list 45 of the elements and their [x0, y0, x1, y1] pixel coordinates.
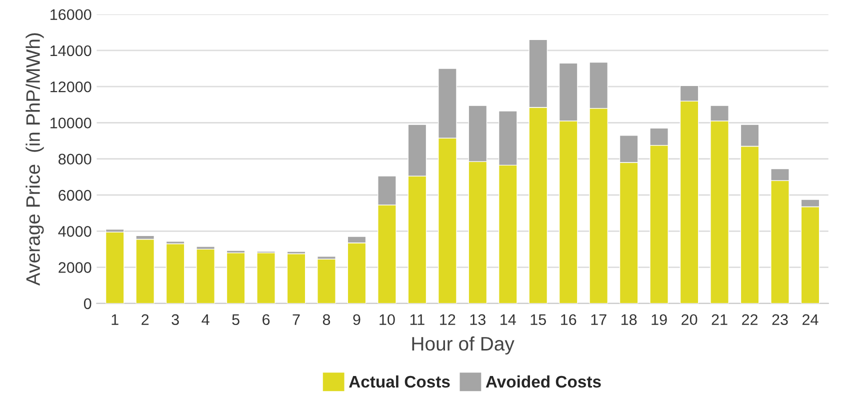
bar [196, 248, 215, 304]
x-tick-label: 24 [802, 314, 818, 325]
x-tick-label: 15 [530, 314, 546, 326]
x-tick-label: 12 [440, 314, 456, 325]
x-tick-label: 6 [262, 314, 270, 326]
bar [226, 252, 246, 304]
legend-label: Actual Costs [349, 375, 450, 388]
y-tick-label: 0 [84, 298, 92, 310]
x-tick-label: 21 [712, 314, 728, 325]
x-tick-label: 8 [322, 314, 330, 326]
x-tick-label: 22 [742, 314, 758, 325]
x-tick-label: 1 [112, 314, 118, 325]
x-tick-label: 3 [172, 314, 179, 326]
y-tick-label: 16000 [50, 9, 92, 20]
bar [166, 243, 185, 304]
x-tick-label: 7 [292, 314, 300, 325]
bar [256, 252, 276, 304]
bar [317, 258, 336, 304]
y-tick-label: 8000 [58, 154, 92, 165]
legend-label: Avoided Costs [486, 375, 601, 388]
y-tick-label: 14000 [50, 45, 92, 56]
x-tick-label: 18 [622, 314, 637, 326]
x-tick-label: 23 [772, 314, 788, 326]
x-tick-label: 10 [380, 314, 395, 326]
bar [136, 238, 155, 304]
x-tick-label: 16 [561, 314, 576, 326]
x-tick-label: 4 [202, 314, 210, 325]
y-tick-label: 12000 [50, 81, 92, 92]
x-tick-label: 5 [232, 314, 240, 326]
x-tick-label: 14 [500, 314, 516, 325]
x-axis-title: Hour of Day [412, 336, 514, 355]
x-tick-label: 13 [470, 314, 486, 326]
bar [105, 232, 124, 304]
x-tick-label: 20 [682, 314, 698, 326]
x-tick-label: 2 [142, 314, 149, 325]
y-tick-label: 6000 [58, 190, 92, 201]
y-axis-title: Average Price (in PhP/MWh) [26, 33, 44, 286]
y-tick-label: 4000 [58, 226, 92, 237]
x-tick-label: 11 [410, 314, 424, 325]
y-tick-label: 10000 [50, 118, 92, 128]
bar [286, 253, 306, 304]
x-tick-label: 17 [591, 314, 606, 325]
x-tick-label: 19 [652, 314, 667, 326]
y-tick-label: 2000 [58, 262, 92, 273]
x-tick-label: 9 [353, 314, 360, 326]
